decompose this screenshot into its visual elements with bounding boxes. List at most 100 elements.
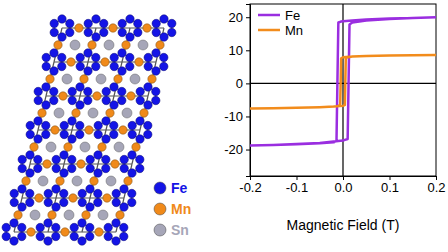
- fe-atom: [136, 96, 144, 104]
- fe-atom: [128, 189, 136, 197]
- sn-atom: [38, 176, 48, 186]
- fe-atom: [34, 87, 42, 95]
- fe-atom: [94, 121, 102, 129]
- mn-atom: [27, 228, 35, 236]
- fe-atom: [52, 223, 60, 231]
- fe-atom: [18, 164, 26, 172]
- fe-atom: [120, 164, 128, 172]
- fe-atom: [70, 232, 78, 240]
- mn-atom: [22, 177, 30, 185]
- series-line: [250, 55, 436, 109]
- series-line: [250, 17, 436, 145]
- structure-legend-label: Mn: [171, 201, 191, 217]
- fe-atom: [60, 198, 68, 206]
- fe-atom: [92, 15, 100, 23]
- fe-atom: [152, 49, 160, 57]
- fe-atom: [110, 101, 118, 109]
- fe-atom: [68, 164, 76, 172]
- fe-atom: [94, 151, 102, 159]
- fe-atom: [52, 164, 60, 172]
- fe-atom: [86, 185, 94, 193]
- fe-atom: [84, 87, 92, 95]
- mn-atom: [46, 75, 54, 83]
- mn-atom: [61, 228, 69, 236]
- fe-atom: [84, 28, 92, 36]
- fe-atom: [42, 62, 50, 70]
- fe-atom: [60, 151, 68, 159]
- fe-atom: [18, 232, 26, 240]
- mn-atom: [59, 92, 67, 100]
- fe-atom: [86, 164, 94, 172]
- fe-atom: [86, 203, 94, 211]
- fe-atom: [10, 237, 18, 245]
- fe-atom: [144, 83, 152, 91]
- tick: -0.1: [286, 176, 308, 195]
- fe-atom: [66, 19, 74, 27]
- sn-atom: [80, 142, 90, 152]
- fe-atom: [34, 164, 42, 172]
- fe-atom: [92, 33, 100, 41]
- mn-atom: [114, 75, 122, 83]
- fe-atom: [10, 198, 18, 206]
- fe-atom: [120, 185, 128, 193]
- tick: -20: [224, 142, 250, 157]
- sn-atom: [138, 40, 148, 50]
- plot-lines: [250, 17, 436, 145]
- sn-atom: [72, 176, 82, 186]
- fe-atom: [18, 203, 26, 211]
- mn-atom: [64, 143, 72, 151]
- fe-atom: [134, 19, 142, 27]
- fe-atom: [112, 219, 120, 227]
- fe-atom: [58, 53, 66, 61]
- tick-mark: [246, 116, 250, 117]
- fe-atom: [118, 87, 126, 95]
- mn-atom: [72, 109, 80, 117]
- fe-atom: [76, 101, 84, 109]
- mn-atom: [85, 126, 93, 134]
- fe-atom: [134, 28, 142, 36]
- fe-atom: [44, 189, 52, 197]
- fe-atom: [112, 189, 120, 197]
- fe-atom: [110, 130, 118, 138]
- tick-label: -0.1: [286, 180, 308, 195]
- fe-atom: [144, 53, 152, 61]
- fe-atom: [136, 155, 144, 163]
- sn-atom: [96, 74, 106, 84]
- fe-atom: [86, 223, 94, 231]
- fe-atom: [84, 96, 92, 104]
- fe-atom: [34, 155, 42, 163]
- fe-atom: [84, 19, 92, 27]
- fe-atom: [120, 232, 128, 240]
- fe-atom: [168, 19, 176, 27]
- fe-atom: [70, 223, 78, 231]
- fe-atom: [112, 198, 120, 206]
- mn-atom: [82, 211, 90, 219]
- tick: 10: [229, 43, 250, 58]
- sn-atom: [98, 210, 108, 220]
- fe-atom: [26, 189, 34, 197]
- tick: 0: [236, 76, 250, 91]
- tick-label: 0.0: [334, 180, 352, 195]
- mn-atom: [69, 194, 77, 202]
- tick: -10: [224, 109, 250, 124]
- fe-atom: [92, 62, 100, 70]
- fe-atom: [18, 155, 26, 163]
- fe-atom: [84, 67, 92, 75]
- fe-atom: [92, 53, 100, 61]
- fe-atom: [58, 33, 66, 41]
- fe-atom: [26, 130, 34, 138]
- fe-atom: [76, 130, 84, 138]
- tick-mark: [246, 17, 250, 18]
- mn-atom: [132, 143, 140, 151]
- mn-atom: [95, 228, 103, 236]
- fe-atom: [60, 130, 68, 138]
- tick-label: -0.2: [239, 180, 261, 195]
- fe-atom: [136, 87, 144, 95]
- mn-atom: [77, 160, 85, 168]
- fe-atom: [50, 87, 58, 95]
- sn-atom: [104, 40, 114, 50]
- mn-atom: [98, 143, 106, 151]
- tick-label: -20: [224, 142, 243, 157]
- mn-atom: [124, 177, 132, 185]
- fe-atom: [160, 33, 168, 41]
